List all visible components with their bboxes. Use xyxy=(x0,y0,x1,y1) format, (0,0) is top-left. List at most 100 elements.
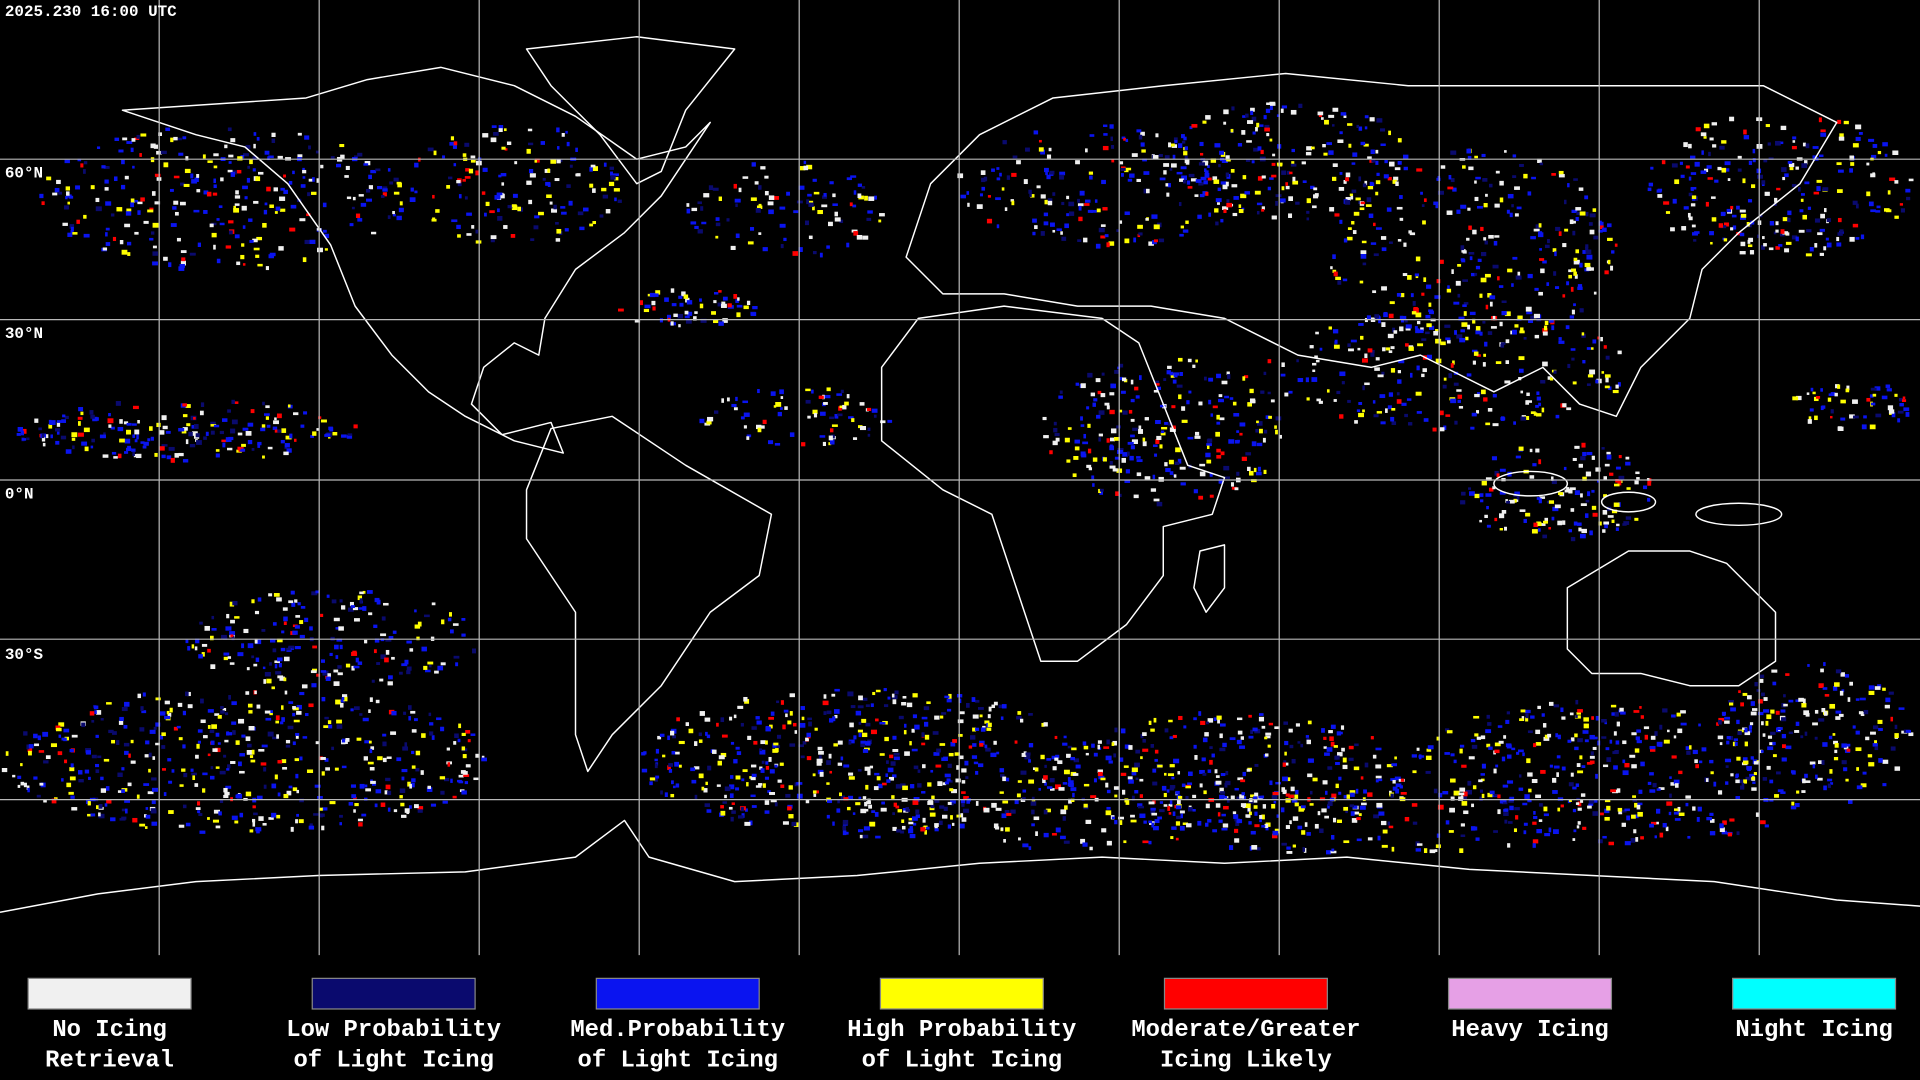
icing-pixel xyxy=(1622,770,1629,776)
icing-pixel xyxy=(1436,736,1440,741)
icing-pixel xyxy=(284,690,288,695)
legend-label: High Probability xyxy=(847,1017,1076,1044)
icing-pixel xyxy=(699,303,704,309)
icing-pixel xyxy=(512,193,518,198)
icing-pixel xyxy=(215,453,220,458)
icing-pixel xyxy=(768,195,775,200)
icing-pixel xyxy=(670,288,675,293)
icing-pixel xyxy=(1807,419,1812,424)
icing-pixel xyxy=(203,210,208,214)
icing-pixel xyxy=(846,177,852,181)
icing-pixel xyxy=(102,247,108,251)
icing-pixel xyxy=(1721,711,1726,716)
icing-pixel xyxy=(1792,140,1796,143)
icing-pixel xyxy=(1812,722,1818,726)
icing-pixel xyxy=(894,690,899,695)
icing-pixel xyxy=(1568,782,1574,787)
icing-pixel xyxy=(805,399,811,404)
icing-pixel xyxy=(1601,736,1607,739)
icing-pixel xyxy=(1390,346,1395,350)
icing-pixel xyxy=(1276,814,1280,818)
icing-pixel xyxy=(364,161,371,166)
icing-pixel xyxy=(1654,835,1657,839)
icing-pixel xyxy=(89,410,94,415)
icing-pixel xyxy=(423,665,428,670)
icing-pixel xyxy=(288,404,291,408)
icing-pixel xyxy=(1220,218,1224,223)
icing-pixel xyxy=(875,835,881,839)
icing-pixel xyxy=(1659,832,1664,838)
icing-pixel xyxy=(26,437,30,441)
icing-pixel xyxy=(1188,173,1195,178)
icing-pixel xyxy=(756,720,762,725)
icing-pixel xyxy=(1066,459,1071,463)
icing-pixel xyxy=(357,152,363,157)
icing-pixel xyxy=(924,721,929,727)
icing-pixel xyxy=(1755,812,1760,817)
icing-pixel xyxy=(1540,268,1545,274)
icing-pixel xyxy=(971,697,976,702)
icing-pixel xyxy=(472,648,476,654)
icing-pixel xyxy=(1400,778,1405,782)
icing-pixel xyxy=(812,178,817,182)
icing-pixel xyxy=(468,168,474,174)
icing-pixel xyxy=(1250,110,1254,116)
icing-pixel xyxy=(547,168,550,173)
icing-pixel xyxy=(1064,223,1069,229)
icing-pixel xyxy=(1207,769,1212,773)
icing-pixel xyxy=(1736,205,1740,210)
icing-pixel xyxy=(924,830,927,835)
icing-pixel xyxy=(80,411,84,416)
legend-background xyxy=(0,956,1920,1080)
icing-pixel xyxy=(1219,747,1226,752)
icing-pixel xyxy=(1809,246,1814,252)
icing-pixel xyxy=(1518,787,1524,791)
icing-pixel xyxy=(770,391,776,396)
icing-pixel xyxy=(1584,739,1589,743)
icing-pixel xyxy=(234,195,241,199)
icing-pixel xyxy=(929,807,935,811)
icing-pixel xyxy=(1070,787,1077,792)
icing-pixel xyxy=(261,744,268,748)
icing-pixel xyxy=(1795,721,1800,726)
icing-pixel xyxy=(1240,193,1247,199)
icing-pixel xyxy=(829,181,834,185)
icing-pixel xyxy=(1143,820,1147,824)
icing-pixel xyxy=(1463,791,1468,797)
icing-pixel xyxy=(1150,488,1157,492)
icing-pixel xyxy=(1198,401,1203,406)
icing-pixel xyxy=(126,241,132,246)
icing-pixel xyxy=(297,154,303,158)
icing-pixel xyxy=(242,153,249,157)
icing-pixel xyxy=(1136,456,1141,459)
icing-pixel xyxy=(1601,447,1605,450)
icing-pixel xyxy=(1226,158,1231,162)
icing-pixel xyxy=(1347,123,1353,126)
icing-pixel xyxy=(1248,811,1252,816)
icing-pixel xyxy=(309,626,313,631)
legend-label: Low Probability xyxy=(286,1017,501,1044)
icing-pixel xyxy=(1231,184,1238,188)
icing-pixel xyxy=(999,768,1005,773)
icing-pixel xyxy=(1131,771,1137,776)
icing-pixel xyxy=(1358,126,1363,131)
icing-pixel xyxy=(504,128,507,132)
icing-pixel xyxy=(774,196,780,200)
icing-pixel xyxy=(1331,848,1335,852)
icing-pixel xyxy=(1128,745,1133,750)
icing-pixel xyxy=(1435,329,1439,333)
icing-pixel xyxy=(125,808,128,814)
icing-pixel xyxy=(1271,174,1277,178)
icing-pixel xyxy=(1748,725,1753,730)
icing-pixel xyxy=(206,191,212,197)
icing-pixel xyxy=(159,735,164,740)
icing-pixel xyxy=(363,756,368,761)
icing-pixel xyxy=(865,704,870,708)
icing-pixel xyxy=(1874,386,1881,391)
icing-pixel xyxy=(1574,746,1579,751)
icing-pixel xyxy=(909,741,912,746)
icing-pixel xyxy=(670,793,675,798)
icing-pixel xyxy=(69,767,75,772)
icing-pixel xyxy=(1283,721,1289,725)
icing-pixel xyxy=(1785,232,1790,236)
